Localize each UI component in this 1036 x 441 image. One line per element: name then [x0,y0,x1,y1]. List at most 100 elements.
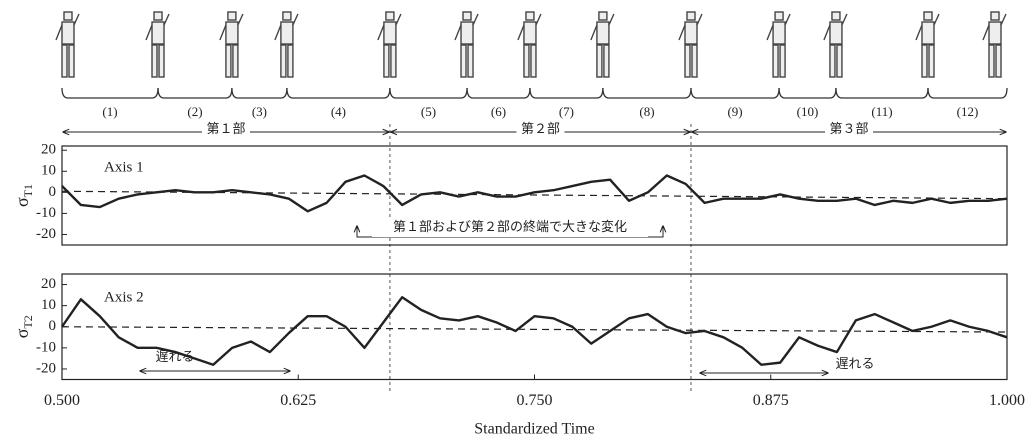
robot-body [61,21,75,45]
robot-leg [596,44,603,78]
y-axis-label: σT2 [12,315,35,338]
y-tick-label: 20 [41,142,56,158]
robot-head [462,11,472,21]
segment-bracket [61,87,159,99]
robot-leg [928,44,935,78]
robot-figure [274,11,299,78]
y-tick-label: -20 [36,360,56,376]
robot-figure [823,11,848,78]
robot-head [282,11,292,21]
segment-label: (10) [797,104,819,119]
robot-figure [219,11,244,78]
robot-arm [608,13,615,26]
segment-label: (6) [491,104,506,119]
robot-leg [280,44,287,78]
robot-head [153,11,163,21]
robot-leg [836,44,843,78]
part-label-bg [516,124,565,138]
robot-leg [151,44,158,78]
segment-label: (4) [331,104,346,119]
robot-arm [535,13,542,26]
axis-annotation: Axis 2 [104,289,144,305]
robot-figure [454,11,479,78]
part-label: 第３部 [829,121,868,136]
x-tick-label: 0.500 [44,392,80,409]
robot-head [923,11,933,21]
robot-arm [219,24,227,41]
robot-figure [766,11,791,78]
robot-body [596,21,610,45]
robot-arm [678,24,686,41]
robot-leg [467,44,474,78]
robot-body [772,21,786,45]
robot-figure [145,11,170,78]
robot-leg [225,44,232,78]
robot-body [829,21,843,45]
robot-figure [590,11,615,78]
robot-figure [377,11,402,78]
robot-arm [784,13,791,26]
robot-leg [530,44,537,78]
robot-body [280,21,294,45]
robot-leg [603,44,610,78]
robot-body [225,21,239,45]
part-label-bg [824,124,873,138]
segment-label: (11) [871,104,892,119]
robot-leg [779,44,786,78]
segment-bracket [231,87,288,99]
note-text: 遅れる [835,356,874,371]
axis-annotation: Axis 1 [104,159,144,175]
robot-head [63,11,73,21]
y-tick-label: 20 [41,276,56,292]
y-label-symbol: σ [12,328,32,338]
segment-bracket [466,87,531,99]
robot-arm [590,24,598,41]
segment-bracket [602,87,692,99]
x-tick-label: 0.750 [517,392,553,409]
robot-arm [274,24,282,41]
robot-figure [678,11,703,78]
robot-head [990,11,1000,21]
y-tick-label: -10 [36,339,56,355]
segment-label: (1) [102,104,117,119]
x-axis-label: Standardized Time [474,421,594,438]
robot-figure [517,11,542,78]
robot-leg [383,44,390,78]
robot-leg [68,44,75,78]
x-tick-label: 0.875 [753,392,789,409]
plot-frame [61,145,1008,246]
robot-leg [691,44,698,78]
data-line [61,296,1008,366]
y-tick-label: 0 [49,318,57,334]
robot-head [831,11,841,21]
robot-leg [523,44,530,78]
robot-arm [933,13,940,26]
robot-leg [684,44,691,78]
y-axis-label: σT1 [12,184,35,207]
robot-body [383,21,397,45]
part-label-bg [201,124,250,138]
robot-body [151,21,165,45]
robot-body [684,21,698,45]
robot-arm [823,24,831,41]
robot-arm [454,24,462,41]
y-tick-label: -10 [36,205,56,221]
part-label: 第１部 [206,121,245,136]
robot-leg [232,44,239,78]
segment-bracket [157,87,233,99]
note-bg [372,219,648,237]
robot-arm [55,24,63,41]
robot-head [525,11,535,21]
segment-bracket [927,87,1008,99]
robot-head [686,11,696,21]
robot-arm [766,24,774,41]
robot-arm [237,13,244,26]
y-tick-label: 10 [41,163,56,179]
robot-figure [55,11,80,78]
robot-arm [517,24,525,41]
segment-label: (12) [957,104,979,119]
robot-leg [460,44,467,78]
robot-arm [163,13,170,26]
part-label: 第２部 [521,121,560,136]
robot-leg [995,44,1002,78]
